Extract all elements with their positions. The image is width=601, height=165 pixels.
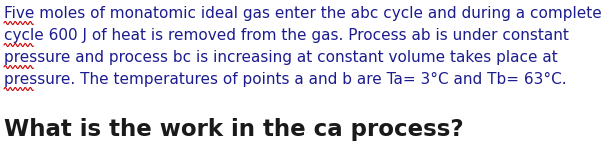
Text: What is the work in the ca process?: What is the work in the ca process? [4, 118, 463, 141]
Text: pressure and process bc is increasing at constant volume takes place at: pressure and process bc is increasing at… [4, 50, 558, 65]
Text: pressure. The temperatures of points a and b are Ta= 3°C and Tb= 63°C.: pressure. The temperatures of points a a… [4, 72, 567, 87]
Text: Five moles of monatomic ideal gas enter the abc cycle and during a complete: Five moles of monatomic ideal gas enter … [4, 6, 601, 21]
Text: cycle 600 J of heat is removed from the gas. Process ab is under constant: cycle 600 J of heat is removed from the … [4, 28, 569, 43]
